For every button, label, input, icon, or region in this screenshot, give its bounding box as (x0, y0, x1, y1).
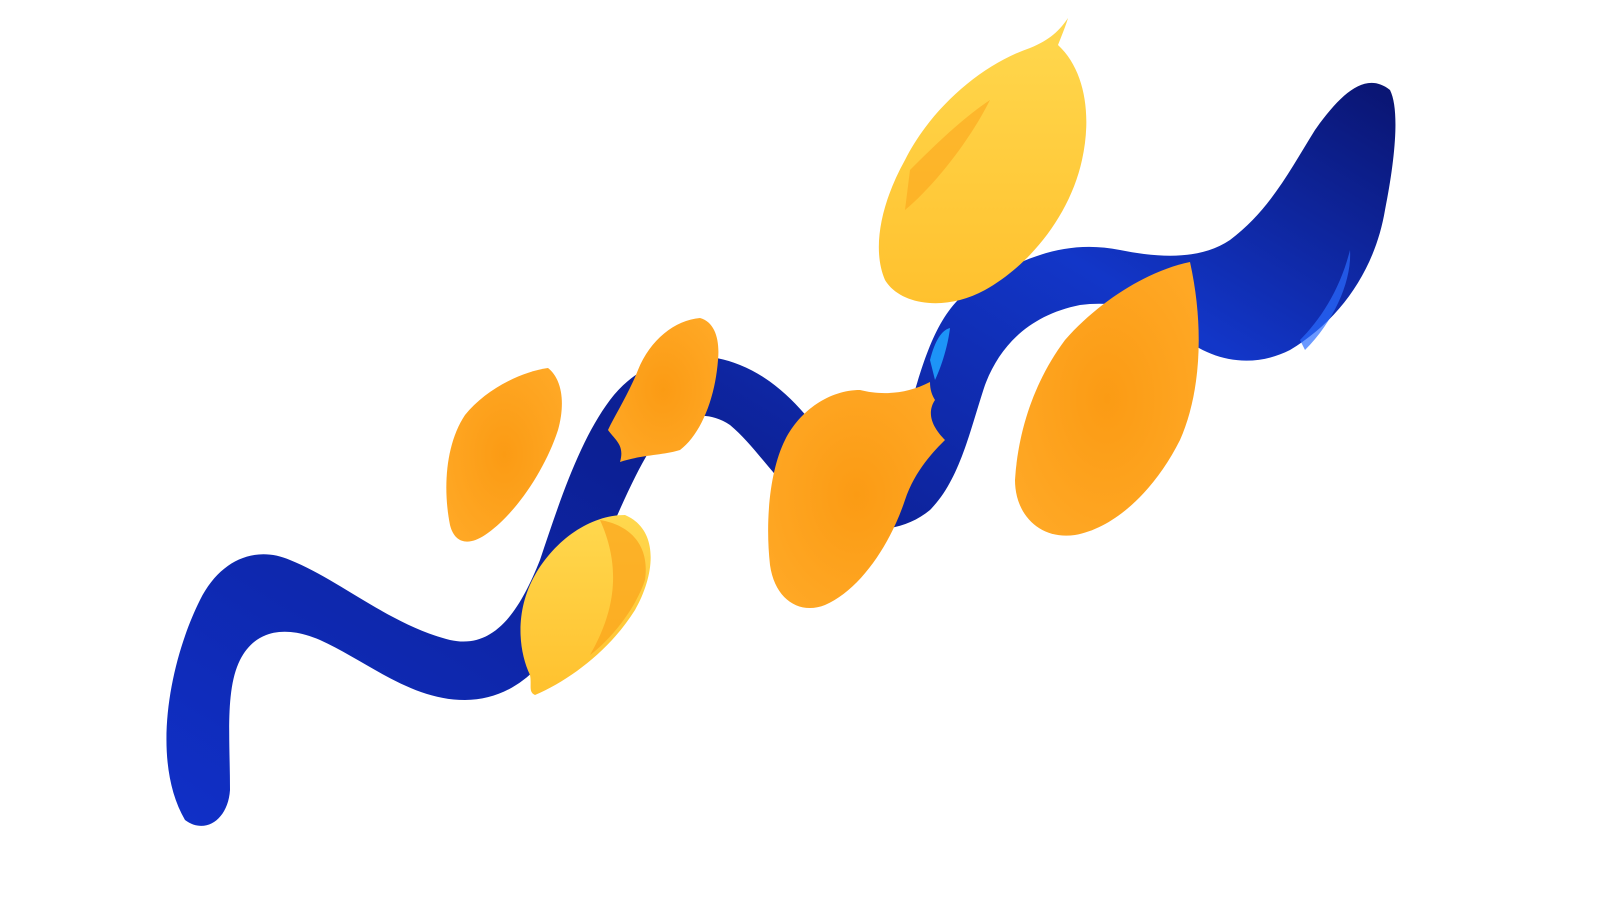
orange-blobs (446, 18, 1199, 695)
orange-blob-4 (608, 318, 719, 462)
orange-blob-1 (878, 18, 1087, 304)
orange-blob-1-shade (905, 100, 990, 210)
blue-stroke-highlight (930, 328, 950, 380)
orange-blob-5 (768, 382, 945, 609)
blue-stroke-sheen (1300, 250, 1351, 350)
orange-blob-3 (446, 368, 562, 542)
orange-blob-2 (1015, 262, 1199, 536)
orange-blob-6-shade (590, 520, 646, 655)
